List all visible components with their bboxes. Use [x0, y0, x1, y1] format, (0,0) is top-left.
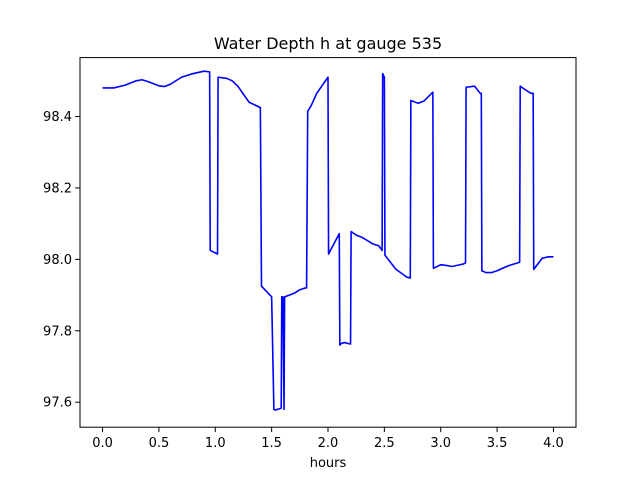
x-tick-label: 2.0	[318, 436, 339, 451]
series-layer	[102, 70, 554, 411]
x-tick-label: 1.5	[261, 436, 282, 451]
x-tick-label: 4.0	[543, 436, 564, 451]
x-tick-label: 0.0	[92, 436, 113, 451]
x-tick-label: 1.0	[205, 436, 226, 451]
series-line-0	[102, 70, 554, 411]
x-axis-ticks: 0.0 0.5 1.0 1.5 2.0 2.5 3.0 3.5 4.0	[92, 427, 564, 451]
y-tick-label: 98.0	[43, 253, 72, 268]
x-tick-label: 3.0	[430, 436, 451, 451]
y-tick-label: 97.8	[43, 324, 72, 339]
y-tick-label: 97.6	[43, 396, 72, 411]
x-axis-label: hours	[310, 456, 347, 471]
x-tick-label: 0.5	[149, 436, 170, 451]
y-tick-label: 98.4	[43, 110, 72, 125]
x-tick-label: 2.5	[374, 436, 395, 451]
y-tick-label: 98.2	[43, 181, 72, 196]
y-axis-ticks: 97.6 97.8 98.0 98.2 98.4	[43, 110, 80, 411]
chart-title: Water Depth h at gauge 535	[214, 34, 442, 53]
x-tick-label: 3.5	[487, 436, 508, 451]
